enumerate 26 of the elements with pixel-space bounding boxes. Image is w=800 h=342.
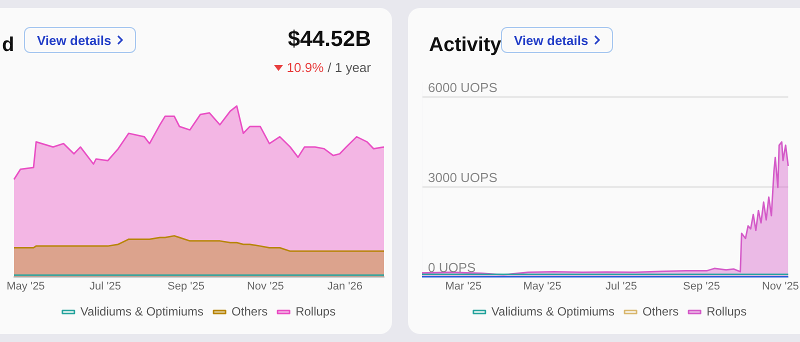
- chart-title: d: [2, 34, 14, 57]
- y-tick-label: 3000 UOPS: [428, 170, 498, 185]
- text: / 1 year: [328, 60, 371, 75]
- x-tick-label: Jan '26: [327, 280, 362, 292]
- x-tick-label: Jul '25: [89, 280, 121, 292]
- chart-title: Activity: [429, 34, 502, 57]
- x-tick-label: Jul '25: [606, 280, 638, 292]
- legend-label: Rollups: [296, 304, 336, 318]
- legend-label: Validiums & Optimiums: [80, 304, 204, 318]
- x-tick-label: Sep '25: [167, 280, 204, 292]
- legend-label: Others: [642, 304, 679, 318]
- y-tick-label: 0 UOPS: [428, 260, 476, 275]
- legend-label: Others: [232, 304, 268, 318]
- x-tick-label: Nov '25: [246, 280, 284, 292]
- x-tick-label: Mar '25: [445, 280, 482, 292]
- x-tick-label: May '25: [6, 280, 45, 292]
- x-tick-label: Nov '25: [762, 280, 799, 292]
- text: 10.9%: [286, 60, 324, 75]
- y-tick-label: 6000 UOPS: [428, 80, 498, 96]
- legend-label: Validiums & Optimiums: [491, 304, 615, 318]
- x-tick-label: Sep '25: [683, 280, 720, 292]
- text: $44.52B: [288, 26, 371, 52]
- text: View details: [37, 32, 112, 48]
- legend-label: Rollups: [706, 304, 747, 318]
- text: View details: [514, 32, 588, 48]
- x-tick-label: May '25: [523, 280, 562, 292]
